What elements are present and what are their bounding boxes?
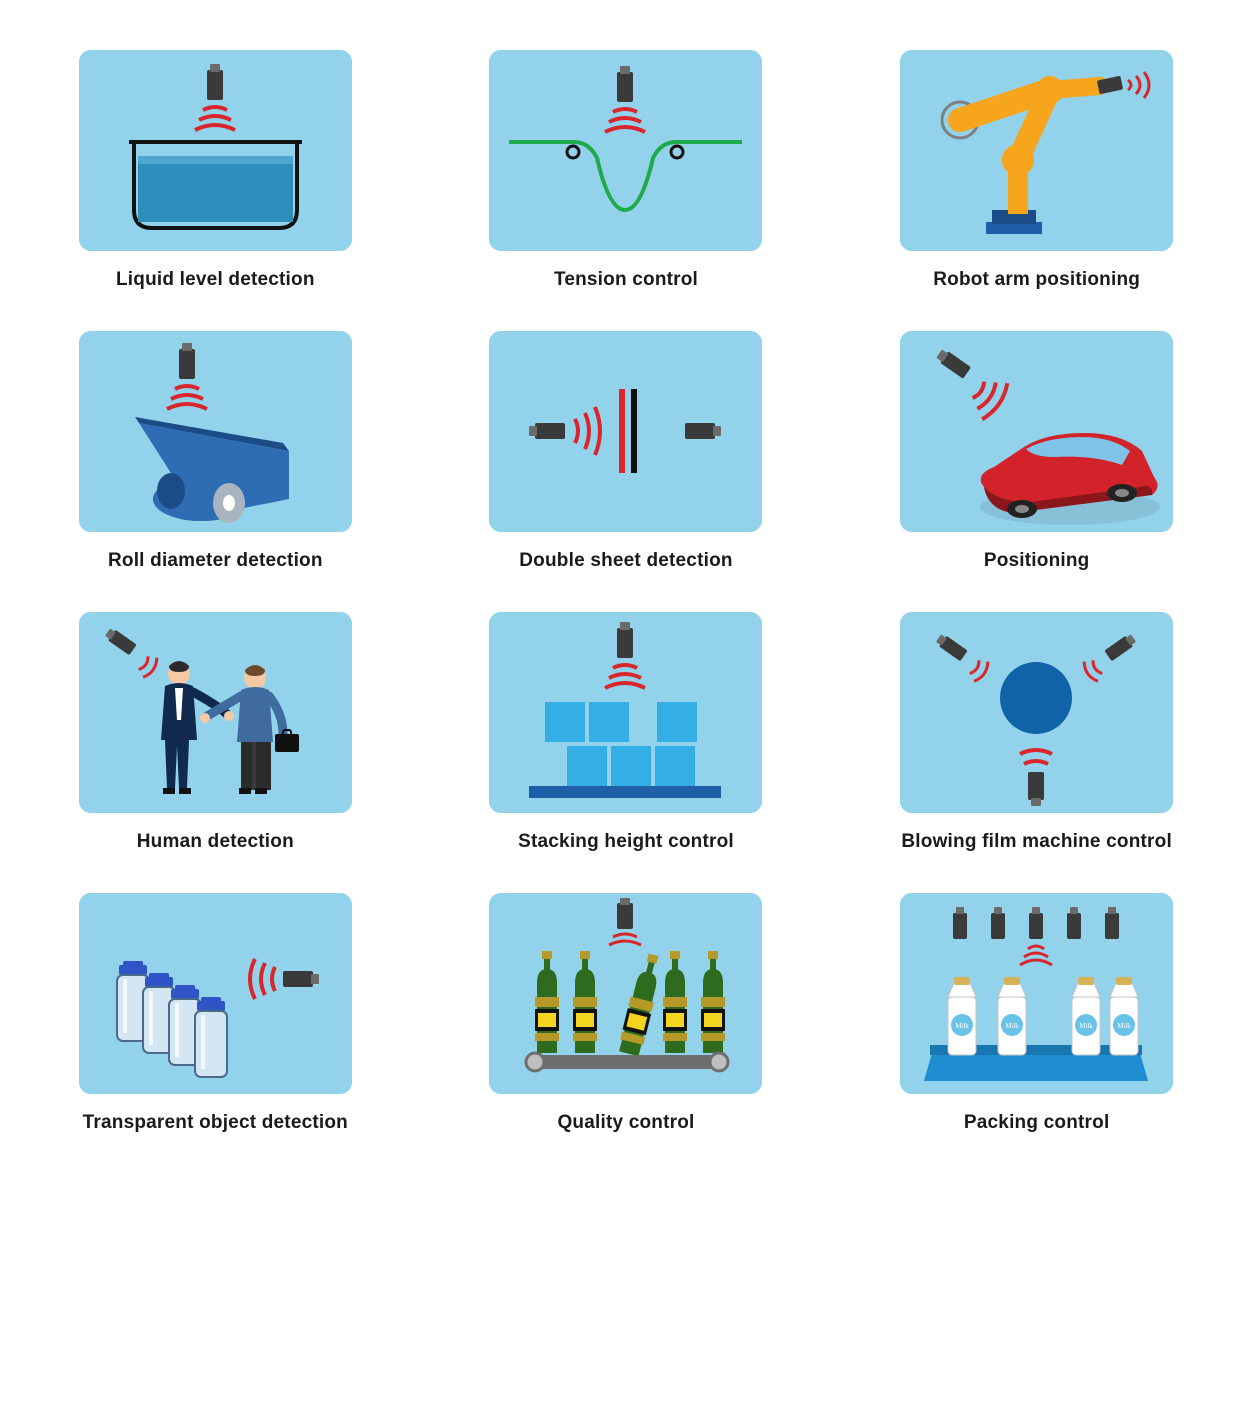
tile-double-sheet xyxy=(489,331,762,532)
caption: Packing control xyxy=(964,1112,1110,1134)
tile-human xyxy=(79,612,352,813)
caption: Robot arm positioning xyxy=(933,269,1140,291)
caption: Positioning xyxy=(984,550,1090,572)
caption: Tension control xyxy=(554,269,698,291)
cell-packing: Milk Packing control xyxy=(861,893,1212,1134)
caption: Human detection xyxy=(137,831,294,853)
caption: Liquid level detection xyxy=(116,269,315,291)
cell-roll-diameter: Roll diameter detection xyxy=(40,331,391,572)
tile-tension xyxy=(489,50,762,251)
cell-blowing: Blowing film machine control xyxy=(861,612,1212,853)
caption: Quality control xyxy=(557,1112,694,1134)
tile-robot-arm xyxy=(900,50,1173,251)
caption: Transparent object detection xyxy=(83,1112,348,1134)
cell-human: Human detection xyxy=(40,612,391,853)
tile-positioning xyxy=(900,331,1173,532)
tile-quality xyxy=(489,893,762,1094)
tile-blowing xyxy=(900,612,1173,813)
tile-packing: Milk xyxy=(900,893,1173,1094)
cell-robot-arm: Robot arm positioning xyxy=(861,50,1212,291)
tile-transparent xyxy=(79,893,352,1094)
caption: Roll diameter detection xyxy=(108,550,323,572)
caption: Stacking height control xyxy=(518,831,734,853)
tile-liquid-level xyxy=(79,50,352,251)
cell-quality: Quality control xyxy=(451,893,802,1134)
cell-positioning: Positioning xyxy=(861,331,1212,572)
cell-transparent: Transparent object detection xyxy=(40,893,391,1134)
tile-stacking xyxy=(489,612,762,813)
caption: Blowing film machine control xyxy=(901,831,1172,853)
tile-roll-diameter xyxy=(79,331,352,532)
caption: Double sheet detection xyxy=(519,550,732,572)
cell-stacking: Stacking height control xyxy=(451,612,802,853)
cell-double-sheet: Double sheet detection xyxy=(451,331,802,572)
cell-liquid-level: Liquid level detection xyxy=(40,50,391,291)
cell-tension: Tension control xyxy=(451,50,802,291)
infographic-grid: Liquid level detection Tension control xyxy=(40,50,1212,1134)
